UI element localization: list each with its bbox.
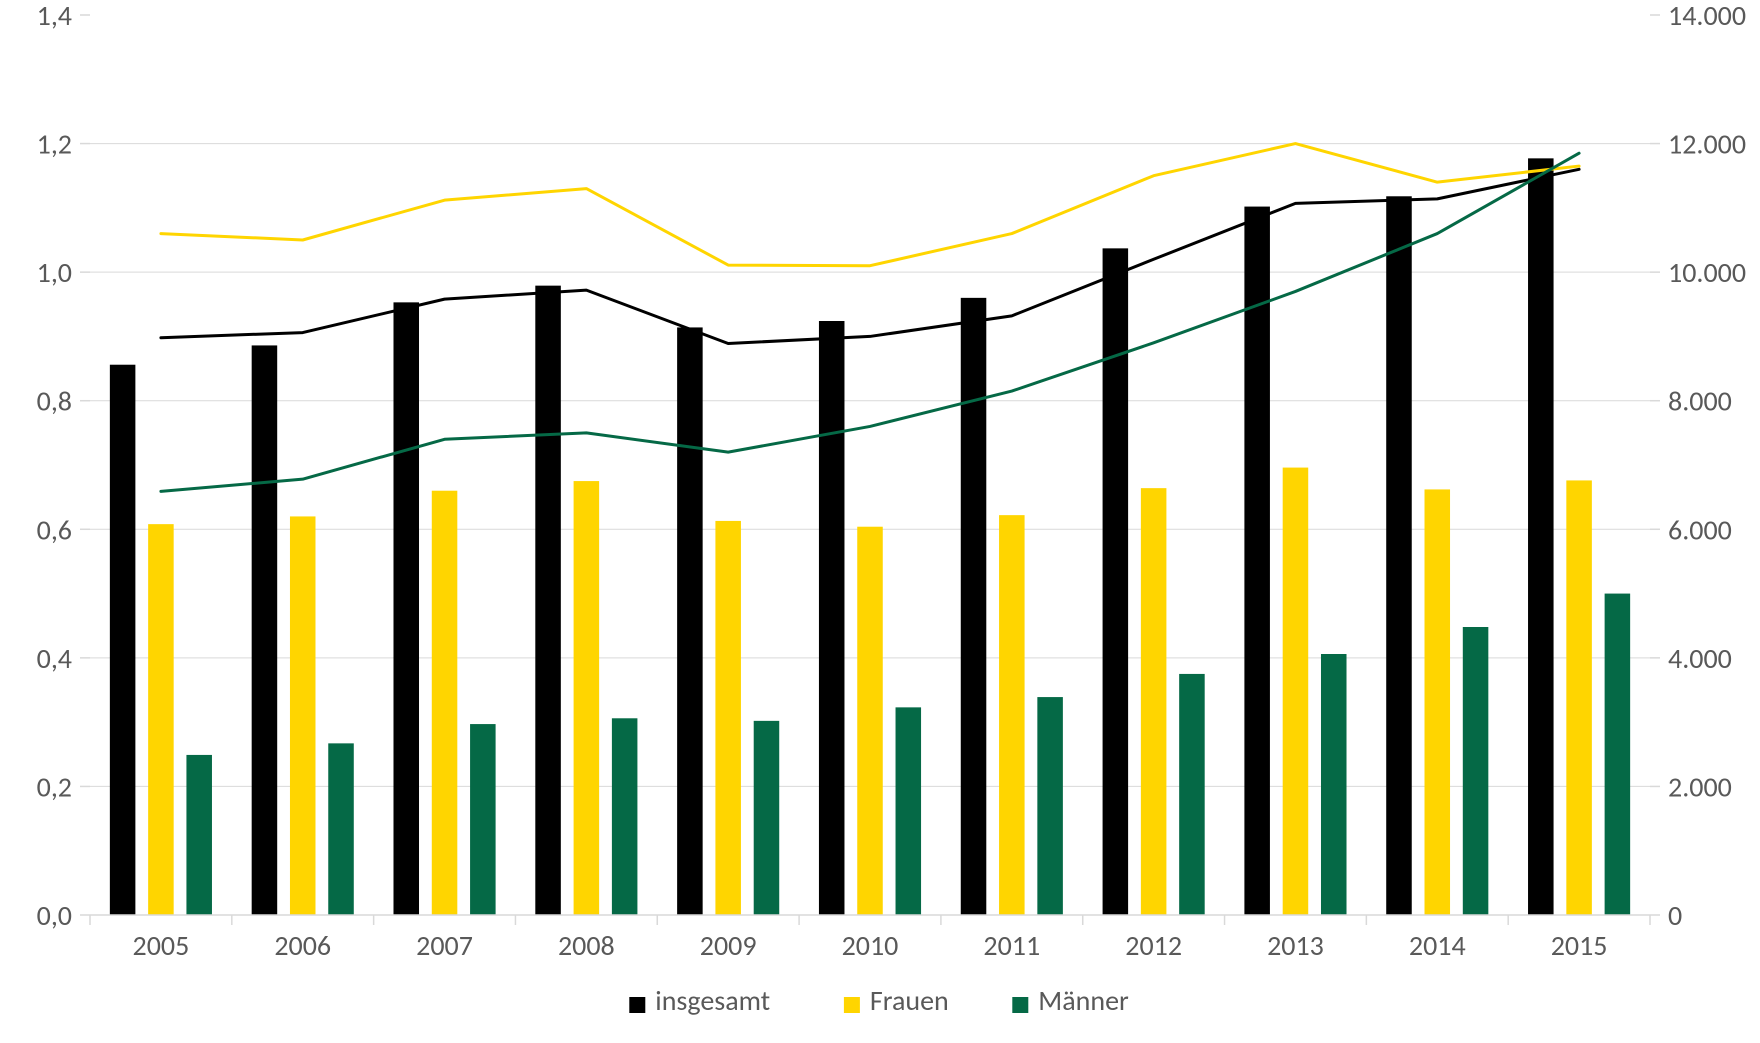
y-left-label: 0,0 xyxy=(37,898,72,933)
x-label: 2008 xyxy=(558,928,615,963)
bar-insgesamt xyxy=(1528,158,1554,915)
y-right-label: 8.000 xyxy=(1668,384,1732,419)
bar-insgesamt xyxy=(961,298,987,915)
bar-insgesamt xyxy=(252,345,278,915)
bar-Frauen xyxy=(857,527,883,915)
y-left-label: 0,2 xyxy=(37,769,72,804)
bar-insgesamt xyxy=(1386,196,1412,915)
y-right-label: 12.000 xyxy=(1668,127,1746,162)
bar-Frauen xyxy=(1566,480,1592,915)
bar-Frauen xyxy=(148,524,174,915)
bar-Frauen xyxy=(999,515,1025,915)
x-label: 2005 xyxy=(133,928,190,963)
x-label: 2014 xyxy=(1409,928,1466,963)
y-left-label: 1,2 xyxy=(37,127,72,162)
bar-Männer xyxy=(470,724,496,915)
bar-Männer xyxy=(1463,627,1489,915)
legend-label: Männer xyxy=(1038,983,1129,1018)
bar-insgesamt xyxy=(535,286,561,915)
bar-Frauen xyxy=(1141,488,1167,915)
combo-chart: 2005 2006 2007 2008 2009 2010 2011 2012 2013 2014… xyxy=(0,0,1760,1043)
x-label: 2012 xyxy=(1125,928,1182,963)
bar-Frauen xyxy=(574,481,600,915)
bar-insgesamt xyxy=(393,302,419,915)
bar-Männer xyxy=(612,718,638,915)
bar-Frauen xyxy=(1425,489,1451,915)
bar-insgesamt xyxy=(1103,248,1129,915)
x-label: 2010 xyxy=(842,928,899,963)
x-label: 2013 xyxy=(1267,928,1324,963)
bar-Männer xyxy=(186,755,212,915)
bar-Frauen xyxy=(1283,468,1309,915)
y-left-label: 1,4 xyxy=(37,0,72,33)
x-label: 2011 xyxy=(983,928,1040,963)
x-label: 2006 xyxy=(274,928,331,963)
y-right-label: 14.000 xyxy=(1668,0,1746,33)
legend-label: insgesamt xyxy=(655,983,770,1018)
y-right-label: 6.000 xyxy=(1668,512,1732,547)
line-line_Männer xyxy=(161,153,1579,491)
legend-marker xyxy=(629,997,645,1013)
line-line_Frauen xyxy=(161,144,1579,266)
legend-marker xyxy=(1012,997,1028,1013)
bar-Männer xyxy=(754,721,780,915)
bar-Männer xyxy=(1179,674,1205,915)
x-label: 2009 xyxy=(700,928,757,963)
y-right-label: 10.000 xyxy=(1668,255,1746,290)
bar-Frauen xyxy=(715,521,741,915)
bar-Frauen xyxy=(290,516,316,915)
x-label: 2007 xyxy=(416,928,473,963)
bar-Frauen xyxy=(432,491,458,915)
y-left-label: 0,6 xyxy=(37,512,72,547)
bar-insgesamt xyxy=(677,327,703,915)
y-right-label: 0 xyxy=(1668,898,1682,933)
bar-insgesamt xyxy=(819,321,845,915)
bar-Männer xyxy=(896,707,922,915)
bar-Männer xyxy=(1037,697,1063,915)
legend-marker xyxy=(844,997,860,1013)
bar-insgesamt xyxy=(110,365,136,915)
bar-insgesamt xyxy=(1244,207,1270,915)
y-left-label: 0,8 xyxy=(37,384,72,419)
y-left-label: 0,4 xyxy=(37,641,72,676)
bar-Männer xyxy=(328,743,354,915)
bar-Männer xyxy=(1605,594,1631,915)
bar-Männer xyxy=(1321,654,1347,915)
y-left-label: 1,0 xyxy=(37,255,72,290)
line-line_insgesamt xyxy=(161,169,1579,343)
y-right-label: 2.000 xyxy=(1668,769,1732,804)
y-right-label: 4.000 xyxy=(1668,641,1732,676)
legend-label: Frauen xyxy=(870,983,949,1018)
x-label: 2015 xyxy=(1551,928,1608,963)
